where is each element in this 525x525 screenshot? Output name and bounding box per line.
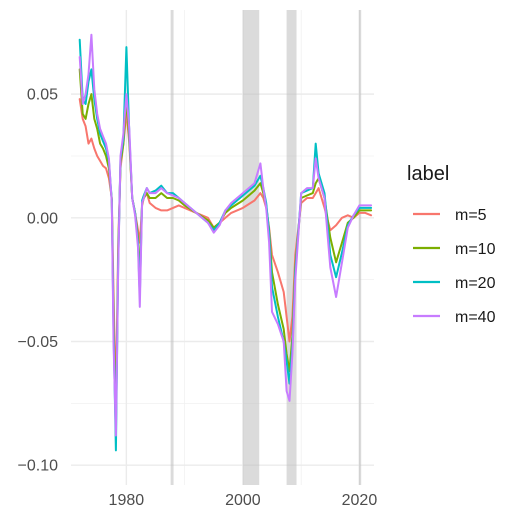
y-tick-label: −0.05 bbox=[18, 334, 59, 351]
y-tick-label: 0.00 bbox=[27, 210, 58, 227]
legend-item: m=40 bbox=[413, 309, 496, 326]
x-tick-label: 2020 bbox=[342, 492, 378, 509]
series-line bbox=[78, 38, 373, 452]
y-tick-label: 0.05 bbox=[27, 87, 58, 104]
recession-band bbox=[286, 10, 297, 485]
recession-band bbox=[358, 10, 362, 485]
x-tick-label: 2000 bbox=[225, 492, 261, 509]
legend-label: m=5 bbox=[455, 207, 487, 224]
legend-label: m=10 bbox=[455, 241, 496, 258]
legend-item: m=5 bbox=[413, 207, 487, 224]
recession-band bbox=[242, 10, 260, 485]
y-axis: −0.10 −0.05 0.00 0.05 bbox=[18, 87, 59, 475]
series-line bbox=[78, 33, 373, 437]
shaded-bands bbox=[170, 10, 362, 485]
x-axis: 1980 2000 2020 bbox=[109, 492, 378, 509]
legend-title: label bbox=[407, 163, 449, 185]
y-tick-label: −0.10 bbox=[18, 458, 59, 475]
legend: label m=5 m=10 m=20 m=40 bbox=[407, 163, 496, 326]
x-tick-label: 1980 bbox=[109, 492, 145, 509]
legend-label: m=20 bbox=[455, 275, 496, 292]
legend-item: m=20 bbox=[413, 275, 496, 292]
legend-label: m=40 bbox=[455, 309, 496, 326]
legend-item: m=10 bbox=[413, 241, 496, 258]
series-lines bbox=[78, 33, 373, 452]
recession-band bbox=[170, 10, 174, 485]
